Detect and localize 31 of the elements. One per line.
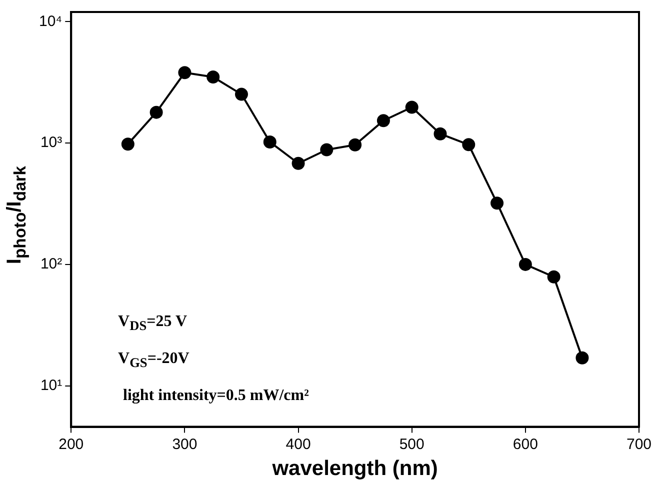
point [376,114,390,128]
x-tick-label: 300 [172,436,198,453]
y-tick-label: 10⁴ [38,12,62,30]
x-axis-title: wavelength (nm) [271,457,438,480]
point [121,138,134,151]
point [434,127,447,140]
point [462,138,476,152]
point [320,143,334,156]
annotation: V$_{DS}$=25 V [118,313,187,334]
y-tick-label: 10² [40,256,62,273]
annotation: light intensity=0.5 mW/cm² [123,387,309,405]
point [547,270,560,284]
point [518,258,532,271]
x-tick-label: 200 [58,436,84,453]
point [292,156,305,170]
point [405,100,418,114]
annotation: V$_{GS}$=-20V [118,350,190,372]
point [490,196,504,210]
point [576,351,589,364]
x-tick-label: 500 [399,436,424,453]
point [348,138,362,152]
x-tick-label: 400 [286,436,311,453]
point [234,88,248,101]
point [206,70,220,84]
y-tick-label: 10³ [40,134,62,152]
x-tick-label: 600 [512,436,538,453]
point [178,66,192,80]
point [150,106,163,119]
x-tick-label: 700 [626,436,652,453]
y-tick-label: 10¹ [40,376,62,394]
point [263,135,276,148]
